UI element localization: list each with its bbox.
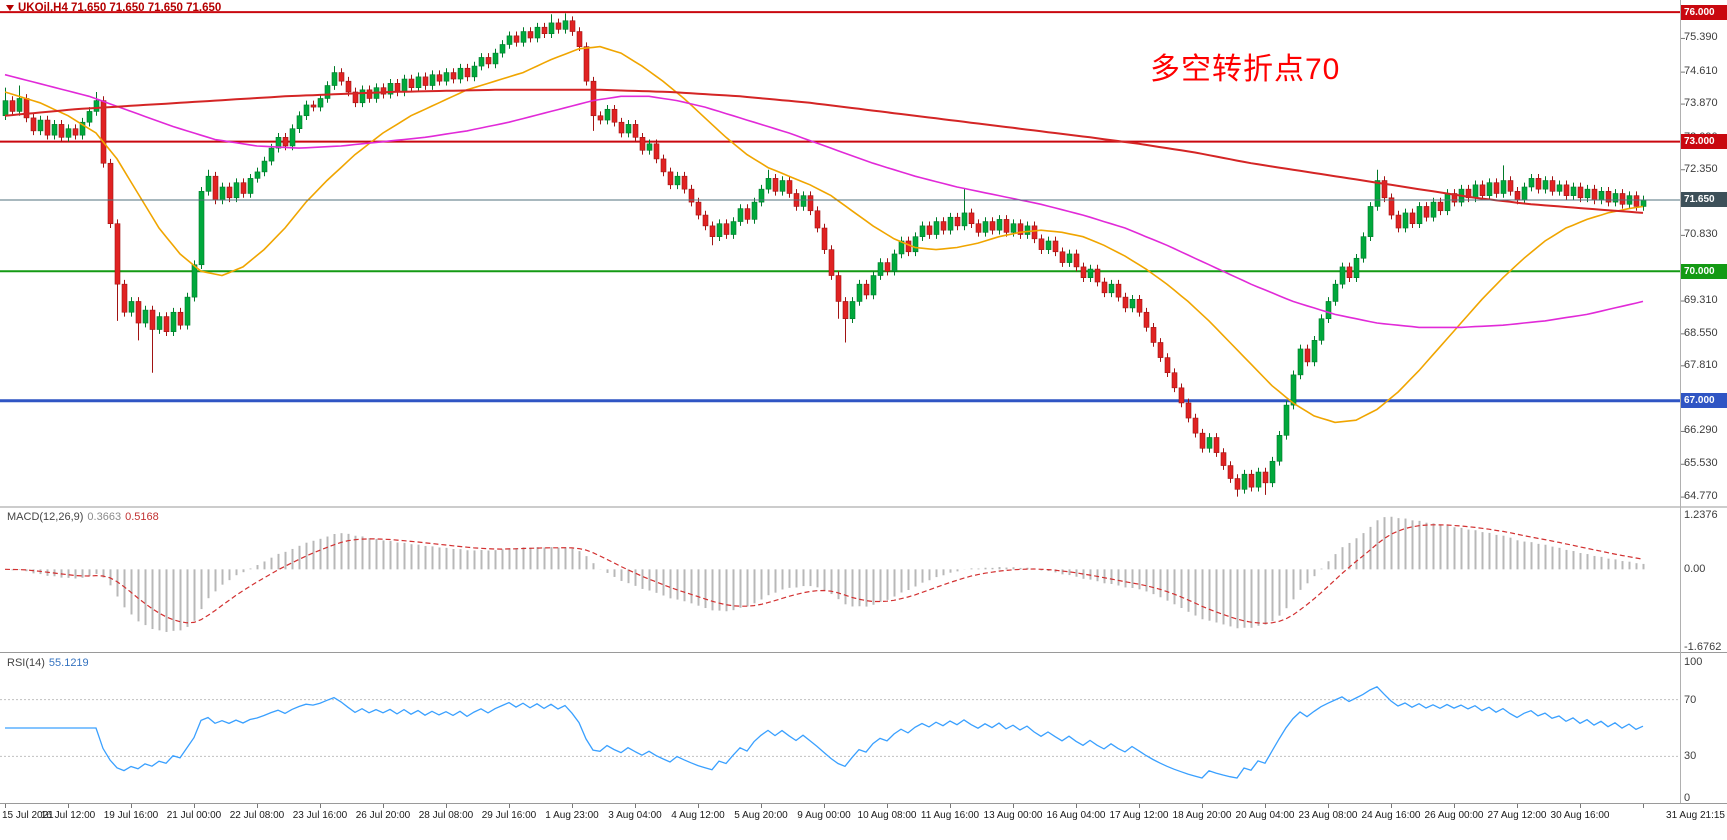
- symbol-ohlc-text: UKOil,H4 71.650 71.650 71.650 71.650: [18, 2, 222, 14]
- ma-fast-orange: [4, 45, 1644, 424]
- macd-axis-tick: -1.6762: [1684, 641, 1722, 653]
- rsi-line: [5, 686, 1644, 779]
- time-axis[interactable]: 15 Jul 2021 16 Jul 12:00 19 Jul 16:00 21 Ju…: [0, 804, 1727, 840]
- time-label: 23 Jul 16:00: [292, 810, 348, 821]
- time-label: 10 Aug 08:00: [857, 810, 917, 821]
- time-label: 23 Aug 08:00: [1298, 810, 1358, 821]
- time-label: 3 Aug 04:00: [608, 810, 662, 821]
- rsi-axis-tick: 30: [1684, 750, 1697, 763]
- macd-signal-value: 0.5168: [125, 511, 159, 523]
- rsi-label: RSI(14): [7, 657, 45, 669]
- time-label: 31 Aug 21:15: [1666, 810, 1725, 821]
- ma-slow-red: [4, 88, 1644, 214]
- macd-axis-tick: 0.00: [1684, 563, 1706, 576]
- price-tick: 70.830: [1684, 228, 1718, 241]
- rsi-header: RSI(14) 55.1219: [7, 657, 89, 669]
- ma-mid-magenta: [4, 73, 1644, 329]
- macd-axis-tick: 1.2376: [1684, 509, 1718, 521]
- time-label: 30 Aug 16:00: [1550, 810, 1610, 821]
- price-badge: 67.000: [1681, 393, 1727, 409]
- time-label: 13 Aug 00:00: [983, 810, 1043, 821]
- time-label: 4 Aug 12:00: [671, 810, 725, 821]
- time-label: 9 Aug 00:00: [797, 810, 851, 821]
- time-label: 5 Aug 20:00: [734, 810, 788, 821]
- rsi-axis-tick: 70: [1684, 693, 1697, 706]
- rsi-axis-tick: 0: [1684, 792, 1691, 804]
- macd-label: MACD(12,26,9): [7, 511, 84, 523]
- symbol-ohlc-label: UKOil,H4 71.650 71.650 71.650 71.650: [6, 2, 221, 14]
- price-badge: 71.650: [1681, 192, 1727, 208]
- time-label: 16 Jul 12:00: [40, 810, 96, 821]
- price-tick: 69.310: [1684, 294, 1718, 307]
- price-tick: 65.530: [1684, 457, 1718, 470]
- price-tick: 75.390: [1684, 31, 1718, 44]
- time-label: 29 Jul 16:00: [481, 810, 537, 821]
- time-label: 18 Aug 20:00: [1172, 810, 1232, 821]
- time-label: 28 Jul 08:00: [418, 810, 474, 821]
- time-label: 1 Aug 23:00: [545, 810, 599, 821]
- time-label: 11 Aug 16:00: [920, 810, 980, 821]
- macd-header: MACD(12,26,9) 0.3663 0.5168: [7, 511, 159, 523]
- price-tick: 72.350: [1684, 162, 1718, 175]
- time-label: 20 Aug 04:00: [1235, 810, 1295, 821]
- price-tick: 68.550: [1684, 326, 1718, 339]
- price-tick: 74.610: [1684, 65, 1718, 78]
- axis-tick-marks: [5, 37, 1685, 808]
- rsi-panel[interactable]: [0, 653, 1680, 803]
- annotation-text[interactable]: 多空转折点70: [1150, 53, 1341, 86]
- time-label: 24 Aug 16:00: [1361, 810, 1421, 821]
- main-chart-panel[interactable]: [0, 0, 1680, 506]
- price-badge: 70.000: [1681, 263, 1727, 279]
- macd-signal-line: [4, 524, 1644, 624]
- time-label: 19 Jul 16:00: [103, 810, 159, 821]
- price-tick: 64.770: [1684, 490, 1718, 503]
- time-label: 27 Aug 12:00: [1487, 810, 1547, 821]
- time-label: 22 Jul 08:00: [229, 810, 285, 821]
- macd-main-value: 0.3663: [87, 511, 122, 523]
- symbol-marker-icon: [6, 5, 14, 11]
- time-label: 16 Aug 04:00: [1046, 810, 1106, 821]
- price-tick: 67.810: [1684, 358, 1718, 371]
- rsi-value: 55.1219: [48, 657, 89, 669]
- time-label: 17 Aug 12:00: [1109, 810, 1169, 821]
- price-tick: 73.870: [1684, 97, 1718, 110]
- price-badge: 76.000: [1681, 4, 1727, 20]
- time-label: 26 Jul 20:00: [355, 810, 411, 821]
- price-badge: 73.000: [1681, 134, 1727, 150]
- macd-panel[interactable]: [0, 508, 1680, 651]
- price-tick: 66.290: [1684, 424, 1718, 437]
- price-axis[interactable]: 75.39074.61073.87073.09072.35070.83069.3…: [1681, 0, 1727, 804]
- time-label: 21 Jul 00:00: [166, 810, 222, 821]
- time-label: 15 Jul 2021: [2, 810, 54, 821]
- candles-series: [2, 13, 1647, 497]
- time-label: 26 Aug 00:00: [1424, 810, 1484, 821]
- rsi-axis-tick: 100: [1684, 656, 1703, 668]
